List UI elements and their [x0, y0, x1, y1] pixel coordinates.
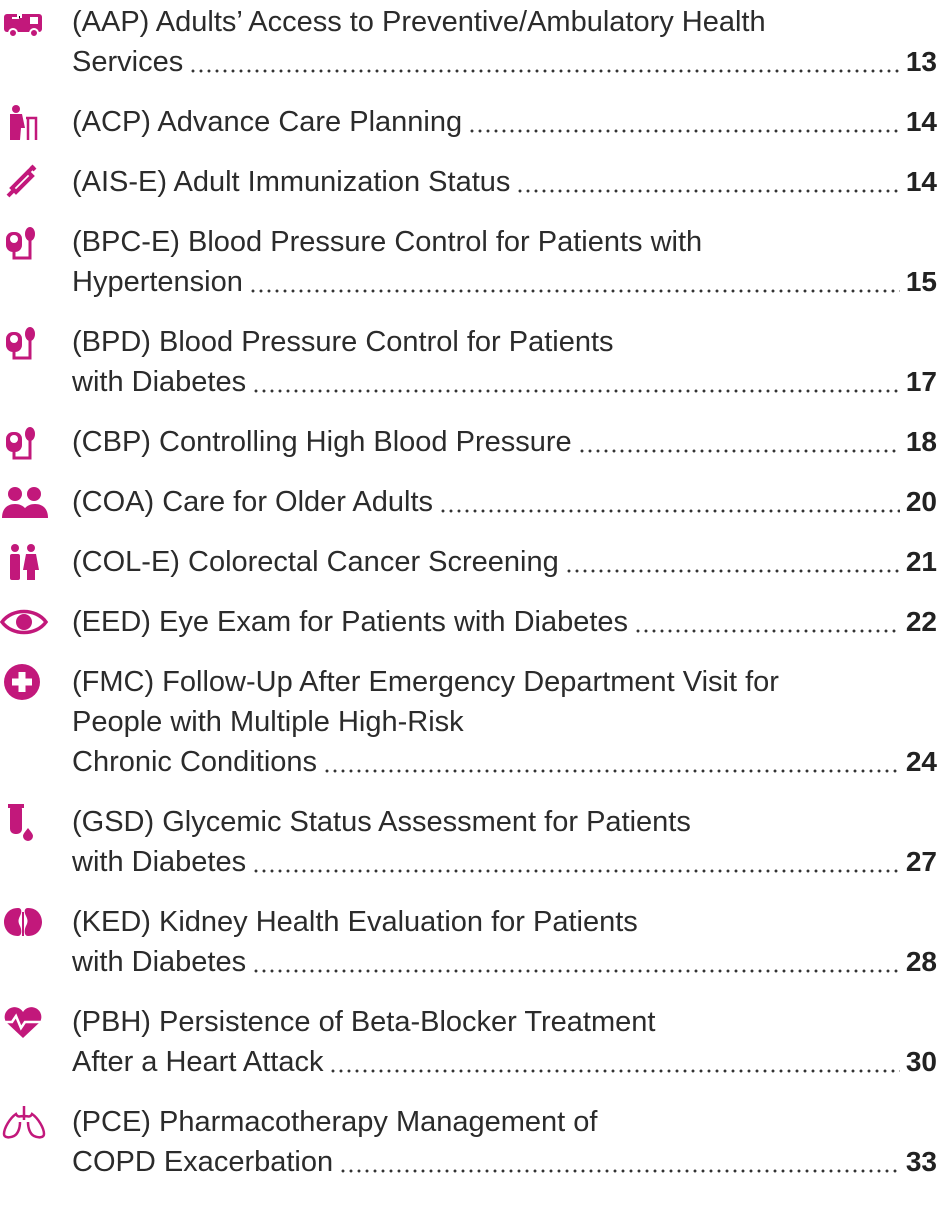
entry-text: (AAP) Adults’ Access to Preventive/Ambul… — [72, 5, 766, 38]
toc-line: with Diabetes 28 — [72, 942, 937, 982]
entry-icon — [8, 804, 33, 841]
entry-icon — [4, 664, 40, 700]
entry-text: Hypertension — [72, 265, 243, 298]
page-number: 15 — [905, 266, 937, 297]
toc-line: (PCE) Pharmacotherapy Management of — [72, 1102, 937, 1142]
entry-icon — [6, 164, 37, 198]
entry-icon — [6, 327, 35, 360]
dot-leader — [329, 1069, 900, 1073]
entry-icon — [4, 908, 42, 936]
toc-line: Chronic Conditions 24 — [72, 742, 937, 782]
entry-text: with Diabetes — [72, 365, 247, 398]
page-number: 28 — [905, 946, 937, 977]
page-number: 33 — [905, 1146, 937, 1177]
page-number: 21 — [905, 546, 937, 577]
dot-leader — [252, 389, 900, 393]
entry-text: (FMC) Follow-Up After Emergency Departme… — [72, 665, 779, 698]
entry-icon — [6, 427, 35, 460]
entry-icon — [0, 609, 49, 635]
entry-text: Services — [72, 45, 184, 78]
toc-line: (AAP) Adults’ Access to Preventive/Ambul… — [72, 2, 937, 42]
entry-icon — [4, 14, 42, 38]
entry-icon — [2, 487, 48, 518]
page-number: 13 — [905, 46, 937, 77]
dot-leader — [516, 189, 900, 193]
entry-icon — [6, 227, 35, 260]
entry-text: (CBP) Controlling High Blood Pressure — [72, 425, 572, 458]
entry-text: (AIS-E) Adult Immunization Status — [72, 165, 511, 198]
toc-line: (FMC) Follow-Up After Emergency Departme… — [72, 662, 937, 702]
toc-line: After a Heart Attack 30 — [72, 1042, 937, 1082]
page-number: 27 — [905, 846, 937, 877]
entry-text: (COL-E) Colorectal Cancer Screening — [72, 545, 559, 578]
toc-line: COPD Exacerbation 33 — [72, 1142, 937, 1182]
dot-leader — [248, 289, 900, 293]
toc-line: with Diabetes 17 — [72, 362, 937, 402]
entry-icon — [10, 105, 38, 140]
entry-icon — [10, 544, 39, 580]
page-number: 18 — [905, 426, 937, 457]
toc-line: (BPC-E) Blood Pressure Control for Patie… — [72, 222, 937, 262]
dot-leader — [577, 449, 900, 453]
toc-line: (CBP) Controlling High Blood Pressure 18 — [72, 422, 937, 462]
entry-text: People with Multiple High-Risk — [72, 705, 464, 738]
dot-leader — [252, 869, 900, 873]
entry-text: (PCE) Pharmacotherapy Management of — [72, 1105, 598, 1138]
toc-line: (KED) Kidney Health Evaluation for Patie… — [72, 902, 937, 942]
entry-text: (BPD) Blood Pressure Control for Patient… — [72, 325, 614, 358]
entry-text: (PBH) Persistence of Beta-Blocker Treatm… — [72, 1005, 656, 1038]
toc-line: (EED) Eye Exam for Patients with Diabete… — [72, 602, 937, 642]
dot-leader — [323, 769, 900, 773]
toc-line: (GSD) Glycemic Status Assessment for Pat… — [72, 802, 937, 842]
entry-icon — [2, 1106, 46, 1139]
dot-leader — [339, 1169, 900, 1173]
page-number: 24 — [905, 746, 937, 777]
toc-line: with Diabetes 27 — [72, 842, 937, 882]
page-number: 14 — [905, 106, 937, 137]
toc-line: (AIS-E) Adult Immunization Status 14 — [72, 162, 937, 202]
entry-text: (GSD) Glycemic Status Assessment for Pat… — [72, 805, 691, 838]
entry-text: (KED) Kidney Health Evaluation for Patie… — [72, 905, 638, 938]
toc-line: Services 13 — [72, 42, 937, 82]
page-number: 22 — [905, 606, 937, 637]
toc-line: (COL-E) Colorectal Cancer Screening 21 — [72, 542, 937, 582]
entry-text: Chronic Conditions — [72, 745, 318, 778]
entry-text: with Diabetes — [72, 845, 247, 878]
entry-icon — [0, 1007, 48, 1038]
page-number: 14 — [905, 166, 937, 197]
page-number: 20 — [905, 486, 937, 517]
dot-leader — [564, 569, 900, 573]
entry-text: After a Heart Attack — [72, 1045, 324, 1078]
toc-line: Hypertension 15 — [72, 262, 937, 302]
toc-line: (BPD) Blood Pressure Control for Patient… — [72, 322, 937, 362]
page-number: 17 — [905, 366, 937, 397]
entry-text: (BPC-E) Blood Pressure Control for Patie… — [72, 225, 703, 258]
toc-line: (COA) Care for Older Adults 20 — [72, 482, 937, 522]
entry-text: (COA) Care for Older Adults — [72, 485, 433, 518]
entry-text: (ACP) Advance Care Planning — [72, 105, 463, 138]
dot-leader — [439, 509, 900, 513]
dot-leader — [189, 69, 900, 73]
dot-leader — [468, 129, 900, 133]
entry-text: (EED) Eye Exam for Patients with Diabete… — [72, 605, 629, 638]
toc-line: People with Multiple High-Risk — [72, 702, 937, 742]
dot-leader — [252, 969, 900, 973]
dot-leader — [634, 629, 900, 633]
entry-text: with Diabetes — [72, 945, 247, 978]
page-number: 30 — [905, 1046, 937, 1077]
toc-line: (PBH) Persistence of Beta-Blocker Treatm… — [72, 1002, 937, 1042]
entry-text: COPD Exacerbation — [72, 1145, 334, 1178]
toc-line: (ACP) Advance Care Planning 14 — [72, 102, 937, 142]
